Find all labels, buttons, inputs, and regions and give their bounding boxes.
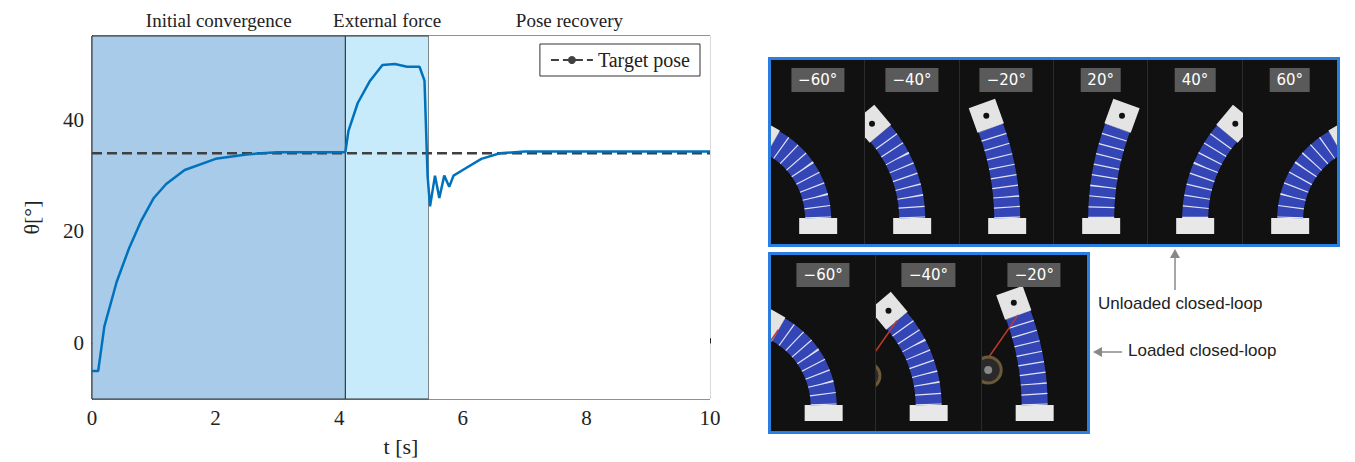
html-text:Unloaded closed-loop: Unloaded closed-loop xyxy=(1098,294,1263,313)
svg-text:Initial convergence: Initial convergence xyxy=(146,10,292,31)
html-text:Loaded closed-loop: Loaded closed-loop xyxy=(1128,341,1277,360)
svg-text:6: 6 xyxy=(458,406,469,430)
svg-text:Pose recovery: Pose recovery xyxy=(516,10,624,31)
html-text:60°: 60° xyxy=(1276,71,1304,89)
html-text:−40°: −40° xyxy=(892,71,932,89)
svg-text:0: 0 xyxy=(87,406,98,430)
svg-text:0: 0 xyxy=(74,331,85,355)
svg-text:20: 20 xyxy=(63,219,84,243)
svg-text:40: 40 xyxy=(63,108,84,132)
svg-text:External force: External force xyxy=(333,10,441,31)
svg-text:4: 4 xyxy=(334,406,345,430)
svg-text:t [s]: t [s] xyxy=(384,434,419,459)
html-text:20°: 20° xyxy=(1087,71,1114,89)
svg-text:8: 8 xyxy=(581,406,592,430)
svg-text:2: 2 xyxy=(210,406,221,430)
svg-text:10: 10 xyxy=(700,406,721,430)
html-text:−60°: −60° xyxy=(803,266,843,284)
html-text:−20°: −20° xyxy=(1014,266,1054,284)
svg-text:θ[°]: θ[°] xyxy=(19,201,44,235)
html-text:−20°: −20° xyxy=(986,71,1026,89)
html-text:−40°: −40° xyxy=(908,266,949,284)
svg-text:Target pose: Target pose xyxy=(598,49,690,72)
html-text:40°: 40° xyxy=(1181,71,1209,89)
html-text:−60°: −60° xyxy=(798,71,838,89)
